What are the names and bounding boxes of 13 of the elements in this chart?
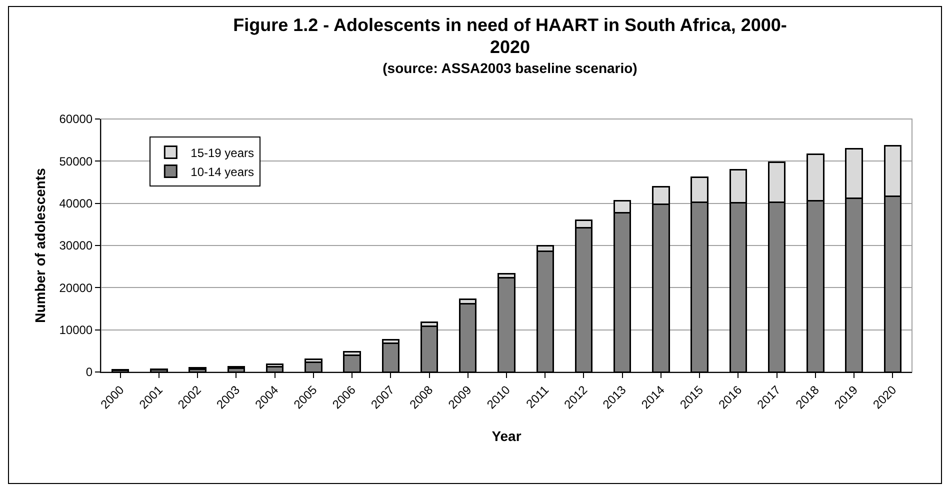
x-axis-title: Year bbox=[492, 428, 522, 444]
y-tick-label: 10000 bbox=[59, 323, 93, 338]
chart-title: Figure 1.2 - Adolescents in need of HAART in South Africa, 2000-2020 bbox=[232, 14, 788, 58]
y-tick-label: 50000 bbox=[59, 154, 93, 168]
y-tick-label: 60000 bbox=[59, 112, 93, 126]
y-tick-label: 40000 bbox=[59, 196, 93, 211]
y-tick-label: 20000 bbox=[59, 280, 93, 295]
y-tick-label: 30000 bbox=[59, 238, 93, 253]
chart-subtitle: (source: ASSA2003 baseline scenario) bbox=[382, 60, 638, 76]
y-tick-label: 0 bbox=[86, 365, 93, 380]
legend-label: 10-14 years bbox=[190, 164, 254, 179]
y-axis-title: Number of adolescents bbox=[32, 168, 48, 323]
legend-label: 15-19 years bbox=[190, 146, 254, 160]
